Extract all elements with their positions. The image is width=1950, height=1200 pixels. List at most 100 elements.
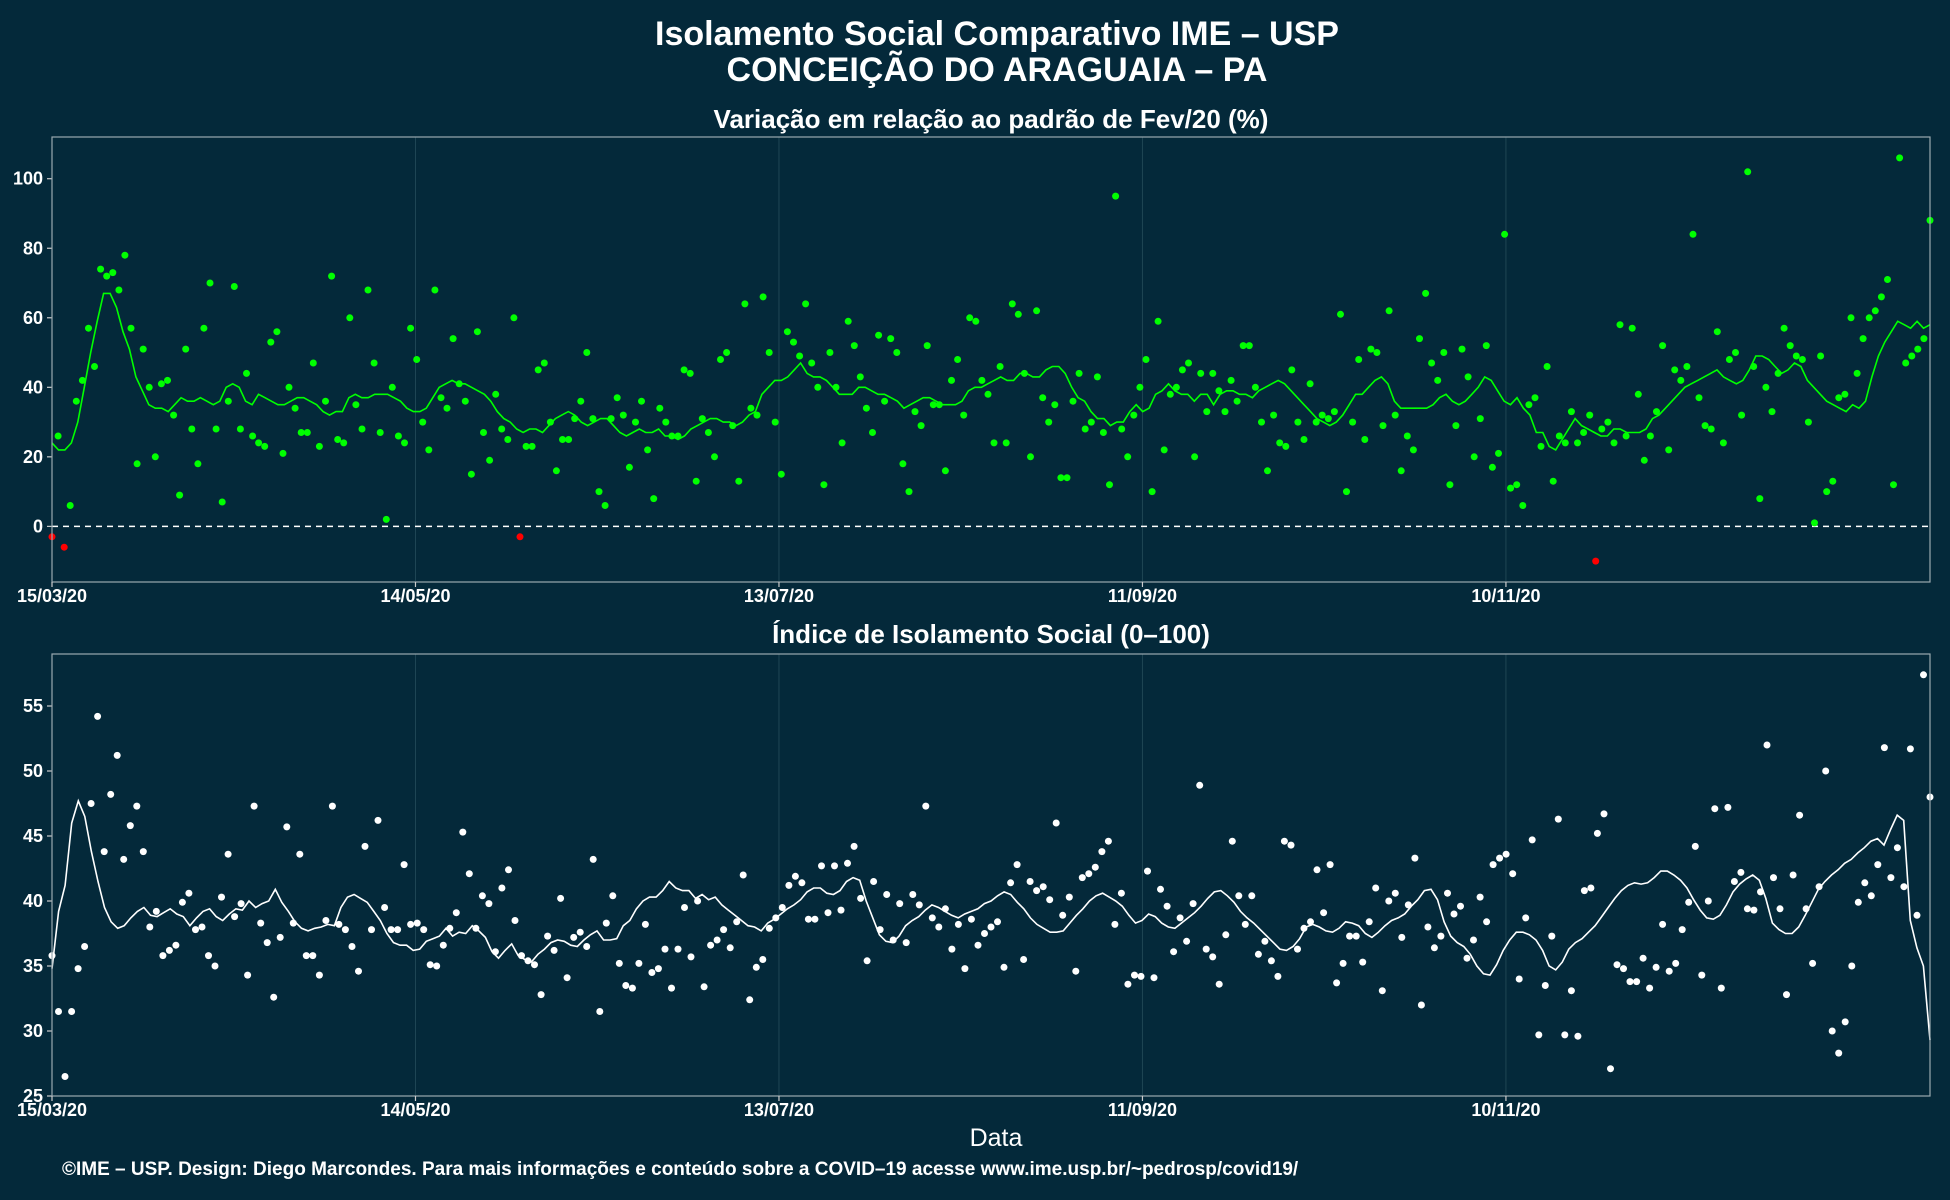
data-point [563, 974, 571, 982]
data-point [1324, 415, 1332, 423]
data-point [717, 356, 724, 363]
data-point [1470, 453, 1478, 461]
data-point [540, 359, 548, 367]
data-point [289, 919, 297, 927]
data-point [1372, 884, 1380, 892]
data-point [1859, 335, 1867, 343]
data-point [791, 872, 799, 880]
data-point [1403, 432, 1411, 440]
data-point [1318, 411, 1326, 419]
data-point [1326, 861, 1334, 869]
data-point [1867, 892, 1875, 900]
data-point [68, 1008, 76, 1015]
data-point [1333, 979, 1341, 987]
data-point [899, 460, 907, 468]
data-point [686, 369, 694, 377]
data-point [1282, 442, 1290, 450]
data-point [1330, 408, 1338, 416]
data-point [1548, 932, 1556, 940]
data-point [954, 920, 962, 928]
data-point [570, 933, 578, 941]
data-point [674, 945, 682, 953]
y-tick-label: 55 [23, 696, 43, 716]
data-point [127, 324, 135, 332]
data-point [1183, 937, 1191, 945]
data-point [1020, 369, 1028, 377]
variation-panel: Variação em relação ao padrão de Fev/20 … [13, 104, 1934, 606]
data-point [537, 991, 545, 999]
x-tick-label: 11/09/20 [1108, 586, 1177, 606]
data-point [1750, 906, 1758, 914]
data-point [335, 920, 343, 928]
data-point [559, 436, 566, 443]
data-point [577, 397, 585, 405]
data-point [1051, 401, 1059, 409]
data-point [1691, 842, 1699, 850]
data-point [113, 751, 121, 759]
data-point [279, 449, 287, 457]
data-point [990, 439, 998, 447]
data-point [94, 712, 102, 720]
data-point [1464, 373, 1472, 381]
data-point [869, 429, 876, 436]
data-point [72, 397, 80, 405]
data-point [1776, 905, 1784, 913]
data-point [1422, 289, 1430, 297]
data-point [194, 460, 202, 468]
data-point [1701, 422, 1709, 430]
data-point [759, 956, 767, 963]
data-point [713, 936, 721, 944]
data-point [61, 1073, 69, 1080]
data-point [777, 470, 785, 478]
data-point [498, 884, 506, 892]
data-point [1874, 861, 1882, 869]
data-point [230, 283, 238, 290]
data-point [1361, 436, 1369, 443]
data-point [902, 939, 910, 947]
data-point [1059, 911, 1067, 919]
data-point [1659, 342, 1667, 350]
data-point [334, 436, 342, 443]
data-point [644, 446, 652, 454]
data-point [1434, 376, 1442, 384]
data-point [765, 349, 773, 356]
data-point [1294, 418, 1302, 426]
data-point [1725, 356, 1733, 363]
data-point [516, 533, 524, 541]
data-point [941, 905, 949, 913]
data-point [1163, 902, 1171, 910]
y-tick-label: 35 [23, 956, 43, 976]
data-point [1026, 878, 1034, 885]
data-point [200, 324, 208, 332]
data-point [394, 432, 402, 440]
data-point [1144, 867, 1151, 875]
data-point [824, 909, 832, 917]
data-point [1743, 905, 1751, 913]
data-point [1209, 953, 1217, 961]
x-axis-label: Data [970, 1124, 1023, 1152]
data-point [100, 848, 108, 856]
data-point [796, 352, 804, 360]
data-point [1072, 967, 1080, 975]
data-point [638, 397, 645, 405]
data-point [1633, 978, 1641, 986]
data-point [1379, 422, 1387, 430]
data-point [1677, 376, 1685, 384]
data-point [981, 930, 988, 937]
y-tick-label: 40 [23, 377, 43, 397]
data-point [1616, 321, 1624, 329]
data-point [348, 943, 356, 950]
data-point [1865, 314, 1873, 322]
data-point [303, 429, 311, 436]
data-point [368, 926, 375, 934]
data-point [267, 338, 275, 346]
data-point [802, 300, 810, 308]
data-point [826, 349, 834, 356]
data-point [1209, 369, 1217, 377]
data-point [941, 467, 949, 475]
data-point [1698, 971, 1706, 979]
data-point [1665, 446, 1673, 454]
data-point [1404, 901, 1412, 909]
data-point [1270, 411, 1278, 419]
data-point [1541, 982, 1549, 989]
